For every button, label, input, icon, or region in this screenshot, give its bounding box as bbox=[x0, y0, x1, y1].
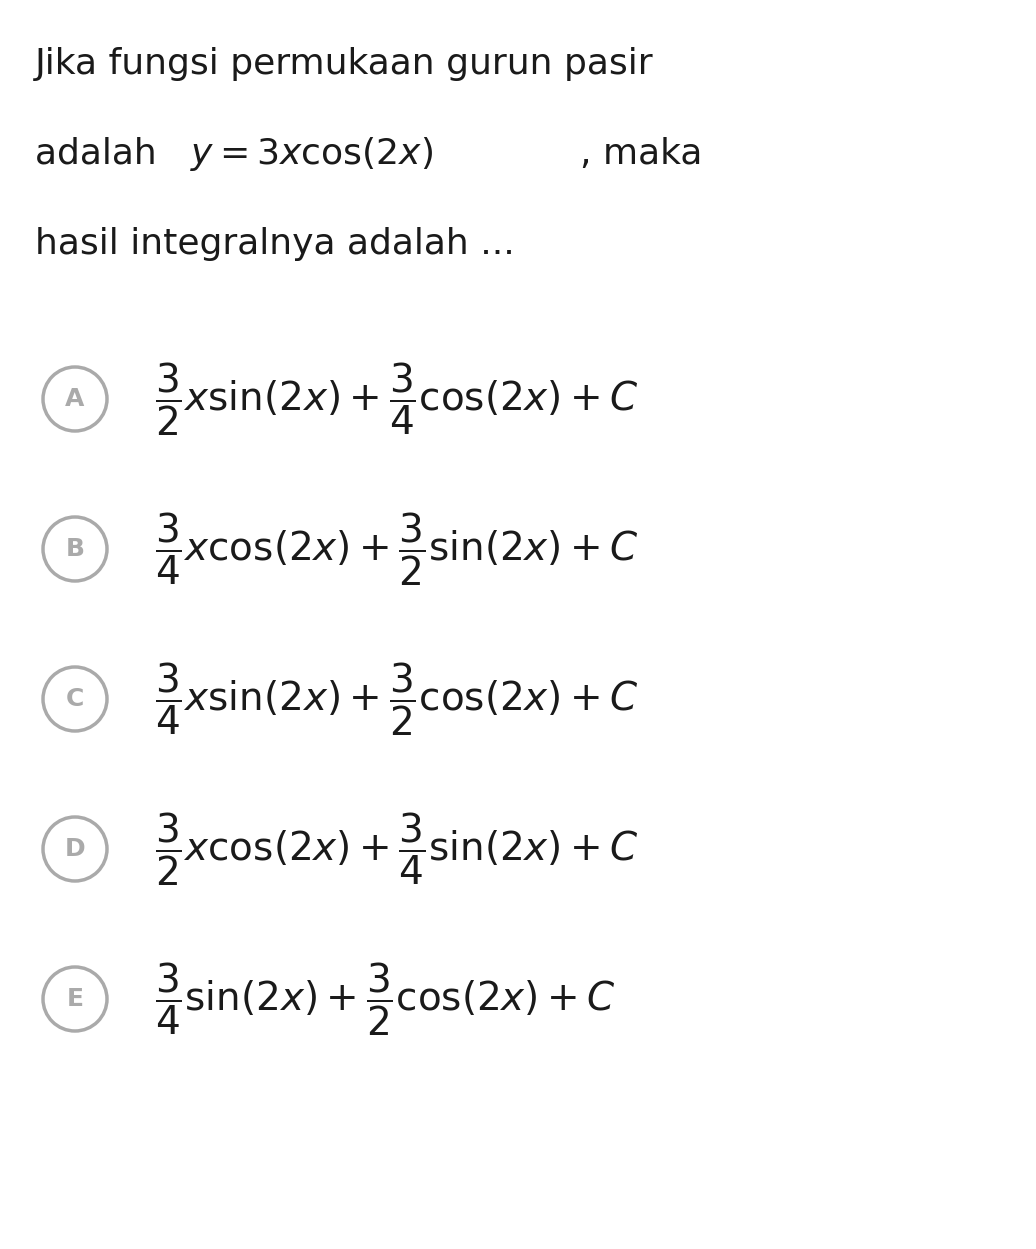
Text: adalah: adalah bbox=[35, 137, 168, 171]
Text: $\dfrac{3}{4}\sin(2x) + \dfrac{3}{2}\cos(2x) + C$: $\dfrac{3}{4}\sin(2x) + \dfrac{3}{2}\cos… bbox=[155, 960, 615, 1038]
Text: B: B bbox=[65, 537, 85, 561]
Text: hasil integralnya adalah ...: hasil integralnya adalah ... bbox=[35, 227, 515, 261]
Text: Jika fungsi permukaan gurun pasir: Jika fungsi permukaan gurun pasir bbox=[35, 47, 654, 81]
Text: C: C bbox=[66, 687, 84, 711]
Text: E: E bbox=[66, 987, 84, 1010]
Text: $\dfrac{3}{4}x\cos(2x) + \dfrac{3}{2}\sin(2x) + C$: $\dfrac{3}{4}x\cos(2x) + \dfrac{3}{2}\si… bbox=[155, 511, 639, 587]
Text: D: D bbox=[64, 837, 85, 861]
Text: $\dfrac{3}{4}x\sin(2x) + \dfrac{3}{2}\cos(2x) + C$: $\dfrac{3}{4}x\sin(2x) + \dfrac{3}{2}\co… bbox=[155, 661, 639, 738]
Text: , maka: , maka bbox=[580, 137, 702, 171]
Text: $\dfrac{3}{2}x\sin(2x) + \dfrac{3}{4}\cos(2x) + C$: $\dfrac{3}{2}x\sin(2x) + \dfrac{3}{4}\co… bbox=[155, 361, 639, 437]
Text: A: A bbox=[65, 387, 85, 411]
Text: $\dfrac{3}{2}x\cos(2x) + \dfrac{3}{4}\sin(2x) + C$: $\dfrac{3}{2}x\cos(2x) + \dfrac{3}{4}\si… bbox=[155, 811, 639, 888]
Text: $y = 3x\cos(2x)$: $y = 3x\cos(2x)$ bbox=[190, 135, 433, 174]
